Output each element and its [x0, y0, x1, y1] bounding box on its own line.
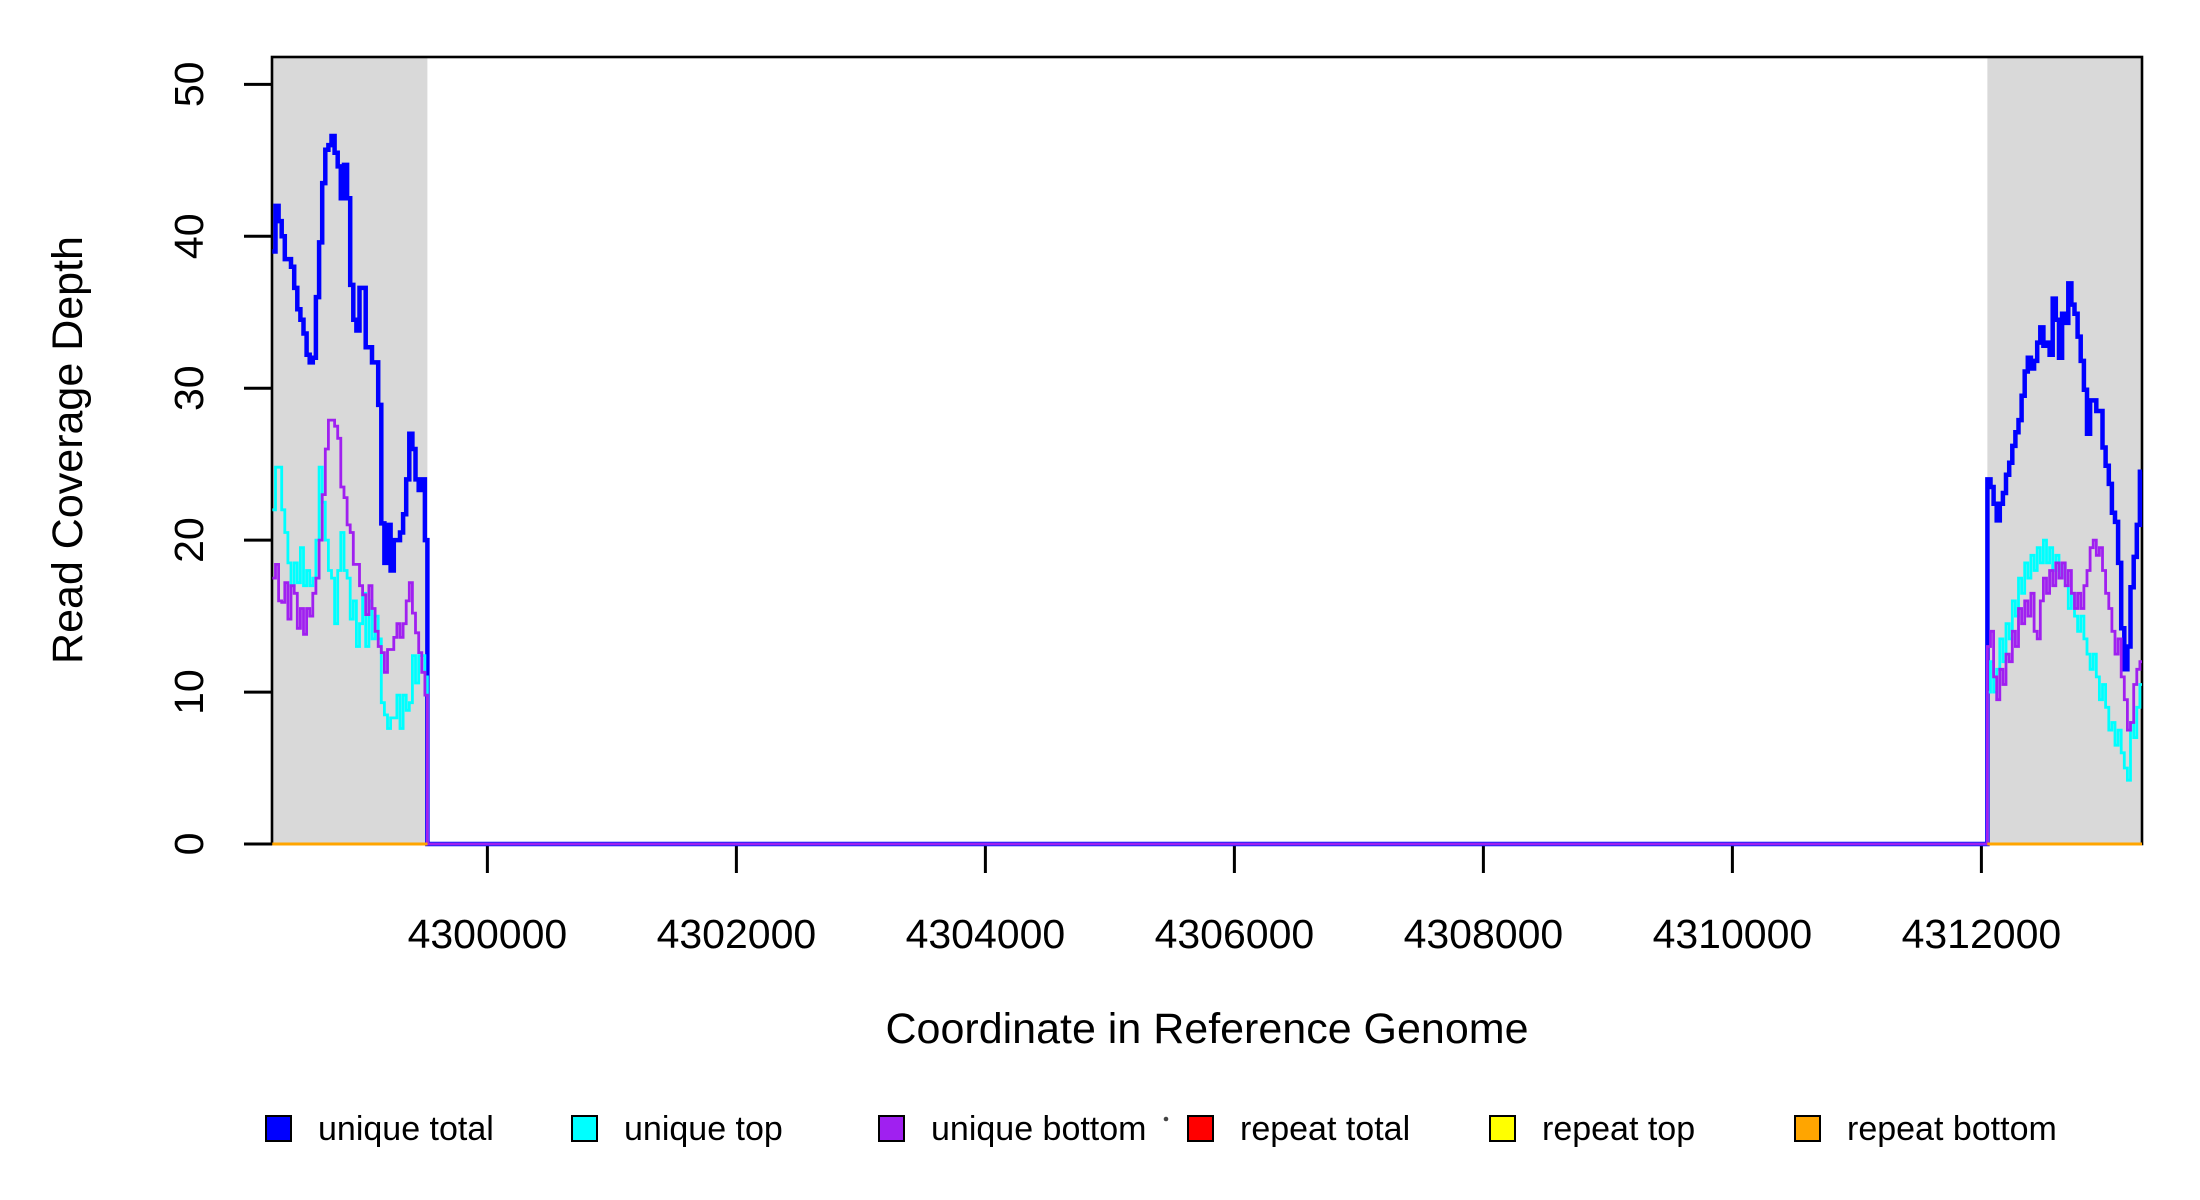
y-axis-title: Read Coverage Depth [44, 236, 92, 664]
y-tick-label: 10 [166, 669, 212, 715]
legend-label: repeat bottom [1847, 1110, 2057, 1148]
y-tick-label: 0 [166, 833, 212, 856]
legend-item-repeat-total: repeat total [1187, 1110, 1410, 1148]
repeat-bottom-swatch-icon [1794, 1115, 1821, 1142]
x-tick-label: 4300000 [408, 911, 568, 957]
legend-label: repeat total [1240, 1110, 1410, 1148]
series-lines [272, 133, 2143, 847]
series-line-unique-total [272, 133, 2143, 847]
y-tick-label: 50 [166, 62, 212, 108]
axes: 4300000 4302000 4304000 4306000 4308000 43100… [166, 55, 2144, 957]
x-tick-label: 4306000 [1155, 911, 1315, 957]
legend-label: unique bottom [931, 1110, 1147, 1148]
x-axis-title: Coordinate in Reference Genome [886, 1005, 1529, 1053]
plot-box [270, 55, 2144, 846]
series-line-unique-top [272, 465, 2142, 846]
legend-item-unique-total: unique total [265, 1110, 494, 1148]
legend-label: unique total [318, 1110, 494, 1148]
repeat-top-swatch-icon [1489, 1115, 1516, 1142]
x-tick-label: 4310000 [1653, 911, 1813, 957]
legend-item-repeat-top: repeat top [1489, 1110, 1695, 1148]
legend: unique total unique top unique bottom re… [265, 1110, 2057, 1148]
y-tick-label: 40 [166, 213, 212, 259]
y-tick-label: 30 [166, 365, 212, 411]
x-tick-label: 4304000 [906, 911, 1066, 957]
legend-item-unique-bottom: unique bottom [878, 1110, 1147, 1148]
unique-bottom-swatch-icon [878, 1115, 905, 1142]
x-tick-label: 4312000 [1902, 911, 2062, 957]
x-tick-label: 4302000 [657, 911, 817, 957]
y-tick-label: 20 [166, 517, 212, 563]
unique-top-swatch-icon [571, 1115, 598, 1142]
series-line-unique-bottom [272, 418, 2142, 846]
legend-label: unique top [624, 1110, 783, 1148]
legend-item-unique-top: unique top [571, 1110, 783, 1148]
repeat-total-swatch-icon [1187, 1115, 1214, 1142]
unique-total-swatch-icon [265, 1115, 292, 1142]
shaded-repeat-region [272, 57, 428, 844]
legend-label: repeat top [1542, 1110, 1695, 1148]
legend-item-repeat-bottom: repeat bottom [1794, 1110, 2057, 1148]
x-tick-label: 4308000 [1404, 911, 1564, 957]
shaded-regions [272, 57, 2142, 844]
stray-point-dot [1163, 1116, 1169, 1122]
